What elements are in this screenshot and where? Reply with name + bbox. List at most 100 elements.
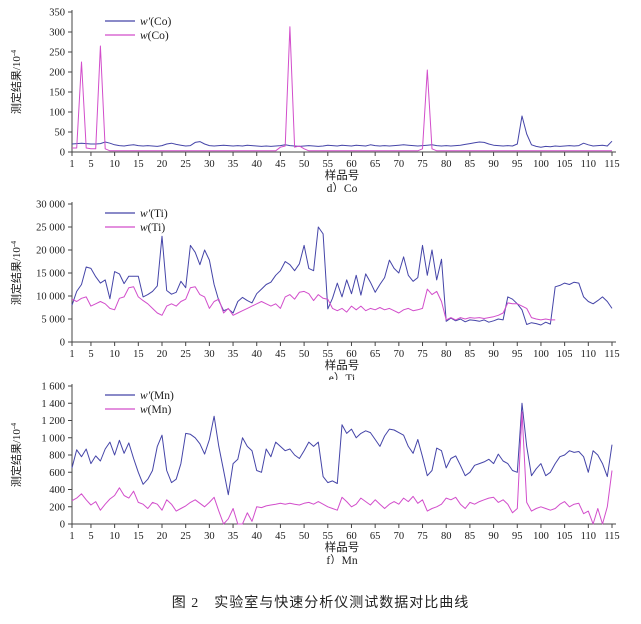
x-tick-label: 75	[417, 159, 428, 170]
legend-label-0: w′(Ti)	[140, 208, 168, 220]
x-tick-label: 115	[604, 349, 619, 360]
x-tick-label: 80	[441, 531, 452, 542]
x-tick-label: 45	[275, 159, 286, 170]
y-tick-label: 150	[49, 88, 65, 99]
x-tick-label: 25	[180, 349, 191, 360]
x-tick-label: 55	[323, 159, 334, 170]
x-tick-label: 10	[109, 531, 120, 542]
x-tick-label: 20	[157, 531, 168, 542]
y-tick-label: 800	[49, 451, 65, 462]
x-tick-label: 35	[228, 531, 239, 542]
chart-ti: 0 5 000 10 000 15 000 20 000 25 000 30 000 1 5 10…	[0, 192, 641, 386]
x-tick-label: 5	[88, 531, 93, 542]
legend-label-0: w′(Co)	[140, 16, 171, 28]
x-tick-label: 95	[512, 349, 523, 360]
x-tick-label: 50	[299, 159, 310, 170]
x-tick-label: 15	[133, 531, 144, 542]
x-tick-label: 65	[370, 159, 381, 170]
x-tick-label: 10	[109, 159, 120, 170]
x-tick-label: 115	[604, 159, 619, 170]
y-axis-title: 测定结果/10-4	[9, 241, 23, 306]
y-tick-label: 20 000	[36, 246, 65, 257]
x-tick-label: 50	[299, 349, 310, 360]
y-tick-label: 25 000	[36, 223, 65, 234]
y-axis-title: 测定结果/10-4	[9, 50, 23, 115]
x-tick-label: 35	[228, 349, 239, 360]
x-tick-label: 100	[533, 349, 549, 360]
x-tick-label: 30	[204, 531, 215, 542]
y-tick-label: 0	[60, 520, 65, 531]
x-tick-label: 65	[370, 531, 381, 542]
y-tick-label: 100	[49, 108, 65, 119]
y-tick-label: 1 600	[41, 382, 65, 393]
x-tick-label: 40	[251, 349, 262, 360]
x-tick-label: 45	[275, 349, 286, 360]
x-tick-label: 50	[299, 531, 310, 542]
x-tick-label: 70	[394, 531, 405, 542]
x-tick-label: 10	[109, 349, 120, 360]
x-axis-title: 样品号	[325, 168, 360, 182]
legend-label-1: w(Co)	[140, 30, 169, 42]
x-tick-label: 20	[157, 349, 168, 360]
x-tick-label: 85	[465, 349, 476, 360]
x-tick-label: 1	[69, 159, 74, 170]
series-line-1	[71, 411, 613, 525]
y-axis-title: 测定结果/10-4	[9, 423, 23, 488]
y-tick-label: 200	[49, 68, 65, 79]
x-tick-label: 80	[441, 159, 452, 170]
x-tick-label: 55	[323, 531, 334, 542]
legend-label-1: w(Ti)	[140, 222, 165, 234]
y-tick-label: 200	[49, 502, 65, 513]
x-tick-label: 110	[581, 349, 596, 360]
series-line-1	[72, 26, 612, 152]
y-tick-label: 1 400	[41, 399, 65, 410]
x-tick-label: 110	[581, 531, 596, 542]
x-tick-label: 15	[133, 349, 144, 360]
x-tick-label: 85	[465, 531, 476, 542]
x-axis-title: 样品号	[325, 540, 360, 554]
y-tick-label: 600	[49, 468, 65, 479]
y-tick-label: 0	[60, 338, 65, 349]
x-tick-label: 75	[417, 531, 428, 542]
series-line-1	[71, 286, 556, 321]
x-tick-label: 25	[180, 531, 191, 542]
x-tick-label: 30	[204, 349, 215, 360]
chart-mn: 0 200 400 600 800 1 000 1 200 1 400 1 600 1 5 10 15 2…	[0, 378, 641, 568]
x-tick-label: 60	[346, 159, 357, 170]
x-axis-title: 样品号	[325, 358, 360, 372]
y-tick-label: 10 000	[36, 292, 65, 303]
x-tick-label: 110	[581, 159, 596, 170]
x-tick-label: 90	[488, 159, 499, 170]
x-tick-label: 40	[251, 159, 262, 170]
x-tick-label: 100	[533, 159, 549, 170]
x-tick-label: 60	[346, 349, 357, 360]
x-tick-label: 55	[323, 349, 334, 360]
chart-subtitle: f）Mn	[326, 554, 358, 564]
x-tick-label: 5	[88, 349, 93, 360]
x-tick-label: 30	[204, 159, 215, 170]
chart-svg: 0 5 000 10 000 15 000 20 000 25 000 30 000 1 5 10…	[9, 200, 620, 386]
y-tick-label: 300	[49, 28, 65, 39]
legend-label-1: w(Mn)	[140, 404, 171, 416]
x-tick-label: 15	[133, 159, 144, 170]
y-tick-label: 5 000	[41, 315, 65, 326]
x-tick-label: 75	[417, 349, 428, 360]
chart-subtitle: d）Co	[327, 182, 358, 192]
series-line-0	[71, 115, 613, 148]
legend-label-0: w′(Mn)	[140, 390, 174, 402]
chart-co: 0 50 100 150 200 250 300 350 1 5 10 15 20 25 30 35 40 45 5…	[0, 4, 641, 196]
y-tick-label: 250	[49, 48, 65, 59]
y-tick-label: 30 000	[36, 200, 65, 211]
x-tick-label: 65	[370, 349, 381, 360]
series-line-0	[71, 402, 613, 496]
figure-caption: 图 2 实验室与快速分析仪测试数据对比曲线	[171, 596, 470, 611]
x-tick-label: 70	[394, 159, 405, 170]
x-tick-label: 45	[275, 531, 286, 542]
y-tick-label: 0	[60, 148, 65, 159]
x-tick-label: 90	[488, 531, 499, 542]
y-tick-label: 1 200	[41, 416, 65, 427]
x-tick-label: 115	[604, 531, 619, 542]
x-tick-label: 105	[557, 531, 573, 542]
y-tick-label: 15 000	[36, 269, 65, 280]
